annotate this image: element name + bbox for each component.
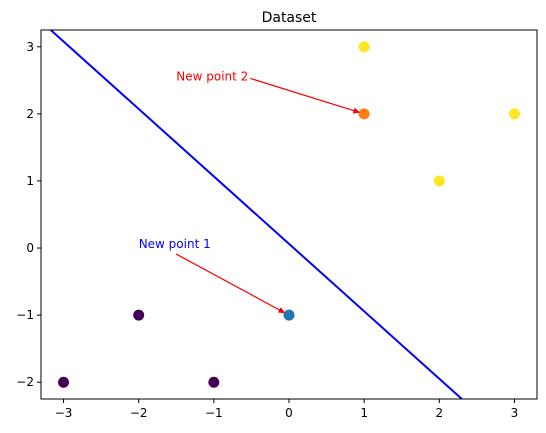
x-tick-label: −1 (205, 406, 223, 420)
decision-line (41, 21, 462, 399)
annotation-arrow (250, 78, 355, 111)
y-tick-label: 1 (26, 174, 34, 188)
x-axis: −3 −2 −1 0 1 2 3 (55, 399, 519, 420)
y-tick-label: 0 (26, 241, 34, 255)
annotation-label: New point 1 (139, 237, 211, 251)
y-tick-label: 2 (26, 107, 34, 121)
data-point (359, 108, 370, 119)
y-tick-label: 3 (26, 40, 34, 54)
data-point (359, 41, 370, 52)
x-tick-label: 0 (285, 406, 293, 420)
data-point (434, 175, 445, 186)
y-axis: −2 −1 0 1 2 3 (16, 40, 41, 389)
data-point (58, 377, 69, 388)
data-point (509, 108, 520, 119)
x-tick-label: −2 (130, 406, 148, 420)
x-tick-label: 1 (360, 406, 368, 420)
y-tick-label: −1 (16, 308, 34, 322)
annotation-label: New point 2 (176, 69, 248, 83)
data-point (133, 310, 144, 321)
annotations: New point 1 New point 2 (139, 69, 361, 313)
y-tick-label: −2 (16, 375, 34, 389)
annotation-arrowhead (353, 108, 361, 114)
x-tick-label: −3 (55, 406, 73, 420)
x-tick-label: 2 (435, 406, 443, 420)
annotation-arrow (176, 254, 281, 311)
data-point (284, 310, 295, 321)
x-tick-label: 3 (511, 406, 519, 420)
data-point (208, 377, 219, 388)
plot-area (41, 21, 520, 399)
chart-title: Dataset (262, 10, 317, 26)
plot-frame (41, 30, 537, 399)
